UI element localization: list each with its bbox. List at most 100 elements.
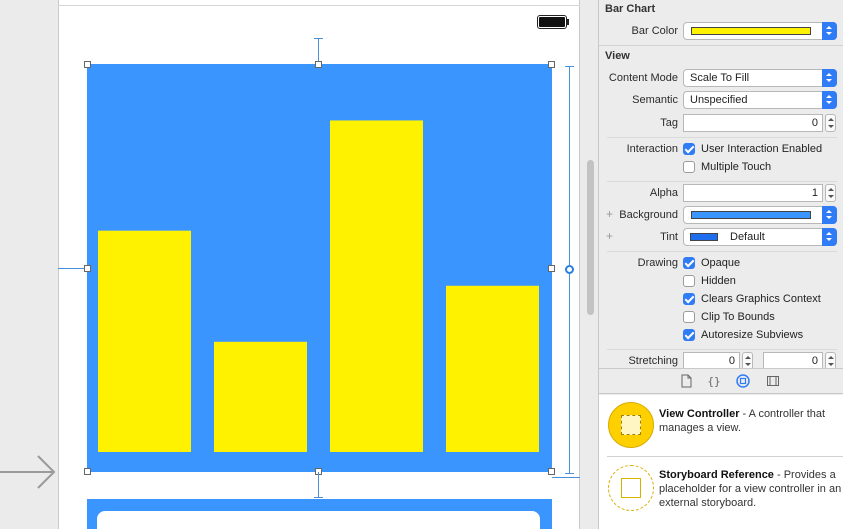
bar-4 bbox=[446, 285, 539, 452]
chevron-updown-icon[interactable] bbox=[822, 206, 837, 224]
library-item-desc: - A controller that manages a view. bbox=[659, 408, 826, 434]
bottom-constraint-cap bbox=[314, 497, 323, 498]
section-title-view: View bbox=[605, 50, 630, 62]
checkbox-icon[interactable] bbox=[683, 143, 695, 155]
svg-text:{}: {} bbox=[707, 375, 720, 388]
semantic-popup[interactable]: Unspecified bbox=[683, 91, 837, 109]
checkbox-icon[interactable] bbox=[683, 257, 695, 269]
resize-handle-bottom-left[interactable] bbox=[84, 468, 91, 475]
chevron-updown-icon[interactable] bbox=[822, 91, 837, 109]
stretching-label: Stretching bbox=[628, 355, 678, 367]
opaque-text: Opaque bbox=[701, 257, 741, 269]
content-mode-value: Scale To Fill bbox=[690, 72, 750, 84]
resize-handle-left[interactable] bbox=[84, 265, 91, 272]
library-item-name: Storyboard Reference bbox=[659, 469, 774, 481]
library-item-text: View Controller - A controller that mana… bbox=[659, 407, 843, 435]
content-mode-popup[interactable]: Scale To Fill bbox=[683, 69, 837, 87]
user-interaction-text: User Interaction Enabled bbox=[701, 143, 823, 155]
library-tab-bar: {} bbox=[599, 368, 843, 394]
alpha-stepper[interactable] bbox=[825, 184, 836, 202]
bar-chart-view[interactable] bbox=[87, 64, 552, 472]
library-item-view-controller[interactable]: View Controller - A controller that mana… bbox=[599, 395, 843, 455]
trailing-constraint-guide bbox=[552, 477, 580, 478]
attributes-inspector: Bar Chart Bar Color View Content Mode Sc… bbox=[598, 0, 843, 529]
divider bbox=[607, 251, 837, 252]
alpha-field[interactable]: 1 bbox=[683, 184, 823, 202]
view-controller-icon bbox=[608, 402, 654, 448]
media-icon[interactable] bbox=[766, 374, 780, 388]
tag-label: Tag bbox=[660, 117, 678, 129]
drawing-label: Drawing bbox=[637, 257, 678, 269]
checkbox-icon[interactable] bbox=[683, 311, 695, 323]
alpha-value: 1 bbox=[811, 187, 818, 199]
stretching-y-value: 0 bbox=[811, 355, 818, 367]
library-item-text: Storyboard Reference - Provides a placeh… bbox=[659, 468, 843, 510]
divider bbox=[599, 45, 843, 46]
object-icon[interactable] bbox=[736, 374, 750, 388]
resize-handle-top-left[interactable] bbox=[84, 61, 91, 68]
resize-handle-top[interactable] bbox=[315, 61, 322, 68]
library-item-storyboard-reference[interactable]: Storyboard Reference - Provides a placeh… bbox=[599, 458, 843, 518]
stretching-x-value: 0 bbox=[728, 355, 735, 367]
bar-3 bbox=[330, 120, 423, 453]
tag-field[interactable]: 0 bbox=[683, 114, 823, 132]
top-constraint-guide bbox=[318, 38, 319, 64]
height-constraint-cap-top bbox=[565, 66, 574, 67]
divider bbox=[607, 456, 843, 457]
tint-popup[interactable]: Default bbox=[683, 228, 837, 246]
background-label: Background bbox=[619, 209, 678, 221]
second-view-content bbox=[97, 511, 540, 529]
semantic-label: Semantic bbox=[632, 94, 678, 106]
interaction-label: Interaction bbox=[626, 143, 678, 155]
top-constraint-cap bbox=[314, 38, 323, 39]
divider bbox=[607, 181, 837, 182]
clip-to-bounds-text: Clip To Bounds bbox=[701, 311, 775, 323]
add-variation-icon[interactable]: + bbox=[606, 229, 614, 243]
bottom-constraint-guide bbox=[318, 472, 319, 498]
storyboard-canvas[interactable] bbox=[0, 0, 598, 529]
background-popup[interactable] bbox=[683, 206, 837, 224]
resize-handle-bottom-right[interactable] bbox=[548, 468, 555, 475]
bar-color-label: Bar Color bbox=[631, 25, 678, 37]
chevron-updown-icon[interactable] bbox=[822, 69, 837, 87]
bar-2 bbox=[214, 341, 307, 452]
multiple-touch-text: Multiple Touch bbox=[701, 161, 772, 173]
checkbox-icon[interactable] bbox=[683, 275, 695, 287]
bar-color-popup[interactable] bbox=[683, 22, 837, 40]
resize-handle-top-right[interactable] bbox=[548, 61, 555, 68]
tint-label: Tint bbox=[660, 231, 678, 243]
checkbox-icon[interactable] bbox=[683, 293, 695, 305]
checkbox-icon[interactable] bbox=[683, 329, 695, 341]
second-view[interactable] bbox=[87, 499, 552, 529]
library-item-desc: - Provides a placeholder for a view cont… bbox=[659, 469, 842, 509]
tint-color-swatch bbox=[690, 233, 718, 241]
file-icon[interactable] bbox=[679, 374, 693, 388]
alpha-label: Alpha bbox=[649, 187, 678, 199]
bar-1 bbox=[98, 230, 191, 452]
library-item-name: View Controller bbox=[659, 408, 740, 420]
leading-constraint-guide bbox=[58, 268, 87, 269]
bar-color-swatch bbox=[691, 27, 811, 35]
hidden-text: Hidden bbox=[701, 275, 736, 287]
clears-graphics-text: Clears Graphics Context bbox=[701, 293, 821, 305]
resize-handle-right[interactable] bbox=[548, 265, 555, 272]
entry-point-arrow-icon[interactable] bbox=[0, 453, 58, 491]
add-variation-icon[interactable]: + bbox=[606, 207, 614, 221]
braces-icon[interactable]: {} bbox=[707, 374, 721, 388]
divider bbox=[607, 137, 837, 138]
constraint-knob[interactable] bbox=[565, 265, 574, 274]
chevron-updown-icon[interactable] bbox=[822, 228, 837, 246]
divider bbox=[607, 349, 837, 350]
checkbox-icon[interactable] bbox=[683, 161, 695, 173]
canvas-scrollbar[interactable] bbox=[587, 160, 594, 315]
object-library-list: View Controller - A controller that mana… bbox=[599, 395, 843, 529]
background-color-swatch bbox=[691, 211, 811, 219]
tag-value: 0 bbox=[811, 117, 818, 129]
content-mode-label: Content Mode bbox=[608, 72, 678, 84]
chevron-updown-icon[interactable] bbox=[822, 22, 837, 40]
section-title-bar-chart: Bar Chart bbox=[605, 3, 656, 15]
autoresize-text: Autoresize Subviews bbox=[701, 329, 804, 341]
tag-stepper[interactable] bbox=[825, 114, 836, 132]
battery-icon bbox=[537, 15, 569, 29]
semantic-value: Unspecified bbox=[690, 94, 748, 106]
